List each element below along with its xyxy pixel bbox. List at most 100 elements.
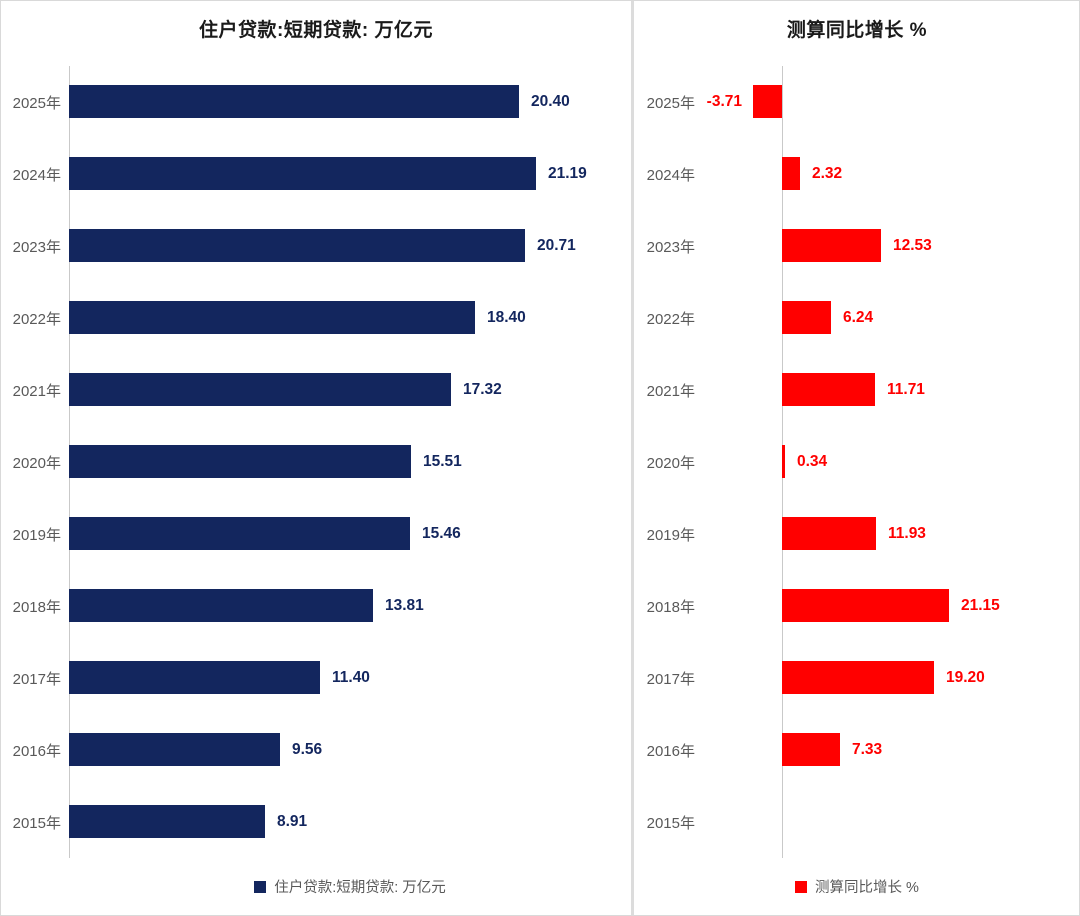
right-chart-legend: 测算同比增长 % <box>634 858 1079 915</box>
bar-row: 2017年 19.20 <box>634 642 1079 714</box>
bar-row: 2018年 21.15 <box>634 570 1079 642</box>
data-bar <box>782 589 949 622</box>
bar-row: 2023年 20.71 <box>1 210 631 282</box>
value-label: 2.32 <box>812 165 843 182</box>
right-chart-title: 测算同比增长 % <box>786 20 928 41</box>
data-bar <box>782 445 785 478</box>
bar-row: 2023年 12.53 <box>634 210 1079 282</box>
category-label: 2016年 <box>646 742 695 760</box>
category-label: 2018年 <box>646 598 695 616</box>
value-label: 13.81 <box>385 597 424 614</box>
value-label: 17.32 <box>463 381 502 398</box>
category-label: 2023年 <box>646 238 695 256</box>
left-chart-panel: 住户贷款:短期贷款: 万亿元 2025年 20.40 2024年 21.19 2023年… <box>1 1 631 915</box>
data-bar <box>69 157 536 190</box>
left-chart-plot: 2025年 20.40 2024年 21.19 2023年 20.71 2022年 18.40… <box>1 66 631 858</box>
value-label: 6.24 <box>843 309 874 326</box>
category-label: 2021年 <box>646 382 695 400</box>
data-bar <box>753 85 782 118</box>
category-label: 2015年 <box>646 814 695 832</box>
data-bar <box>69 445 411 478</box>
right-legend-label: 测算同比增长 % <box>815 880 919 896</box>
category-label: 2018年 <box>12 598 61 616</box>
data-bar <box>782 661 934 694</box>
category-label: 2023年 <box>12 238 61 256</box>
panel-divider <box>631 1 634 915</box>
value-label: 21.15 <box>961 597 1000 614</box>
bar-row: 2018年 13.81 <box>1 570 631 642</box>
value-label: 20.40 <box>531 93 570 110</box>
bar-row: 2016年 9.56 <box>1 714 631 786</box>
right-chart-panel: 测算同比增长 % 2025年 -3.71 2024年 2.32 2023年 12.53 20… <box>634 1 1079 915</box>
category-label: 2022年 <box>12 310 61 328</box>
data-bar <box>69 517 410 550</box>
bar-row: 2020年 15.51 <box>1 426 631 498</box>
right-legend-swatch-icon <box>795 880 808 893</box>
bar-row: 2024年 2.32 <box>634 138 1079 210</box>
bar-row: 2015年 8.91 <box>1 786 631 858</box>
category-label: 2020年 <box>12 454 61 472</box>
category-label: 2017年 <box>12 670 61 688</box>
bar-row: 2022年 18.40 <box>1 282 631 354</box>
category-label: 2015年 <box>12 814 61 832</box>
category-label: 2016年 <box>12 742 61 760</box>
bar-row: 2025年 -3.71 <box>634 66 1079 138</box>
data-bar <box>782 301 831 334</box>
category-label: 2025年 <box>12 94 61 112</box>
bar-row: 2017年 11.40 <box>1 642 631 714</box>
category-label: 2021年 <box>12 382 61 400</box>
right-chart-plot: 2025年 -3.71 2024年 2.32 2023年 12.53 2022年 6.24 20… <box>634 66 1079 858</box>
data-bar <box>69 373 451 406</box>
bar-row: 2015年 <box>634 786 1079 858</box>
value-label: 15.51 <box>423 453 462 470</box>
data-bar <box>69 733 280 766</box>
data-bar <box>782 157 800 190</box>
value-label: 21.19 <box>548 165 587 182</box>
data-bar <box>69 85 519 118</box>
category-label: 2024年 <box>646 166 695 184</box>
data-bar <box>782 733 840 766</box>
category-label: 2024年 <box>12 166 61 184</box>
value-label: 7.33 <box>852 741 883 758</box>
data-bar <box>69 229 525 262</box>
category-label: 2020年 <box>646 454 695 472</box>
left-chart-legend: 住户贷款:短期贷款: 万亿元 <box>1 858 631 915</box>
category-label: 2019年 <box>12 526 61 544</box>
value-label: 11.93 <box>888 525 926 542</box>
category-label: 2022年 <box>646 310 695 328</box>
value-label: 18.40 <box>487 309 526 326</box>
value-label: 12.53 <box>893 237 932 254</box>
value-label: 8.91 <box>277 813 308 830</box>
data-bar <box>69 805 265 838</box>
bar-row: 2021年 11.71 <box>634 354 1079 426</box>
data-bar <box>782 517 876 550</box>
bar-row: 2022年 6.24 <box>634 282 1079 354</box>
value-label: 0.34 <box>797 453 828 470</box>
left-chart-title: 住户贷款:短期贷款: 万亿元 <box>199 20 433 41</box>
bar-row: 2019年 15.46 <box>1 498 631 570</box>
value-label: 19.20 <box>946 669 985 686</box>
value-label: 9.56 <box>292 741 323 758</box>
bar-row: 2019年 11.93 <box>634 498 1079 570</box>
bar-row: 2020年 0.34 <box>634 426 1079 498</box>
data-bar <box>69 301 475 334</box>
value-label: 11.40 <box>332 669 370 686</box>
value-label: -3.71 <box>706 93 742 110</box>
data-bar <box>782 229 881 262</box>
category-label: 2019年 <box>646 526 695 544</box>
value-label: 20.71 <box>537 237 576 254</box>
bar-row: 2016年 7.33 <box>634 714 1079 786</box>
value-label: 15.46 <box>422 525 461 542</box>
category-label: 2025年 <box>646 94 695 112</box>
bar-row: 2025年 20.40 <box>1 66 631 138</box>
data-bar <box>69 661 320 694</box>
bar-row: 2021年 17.32 <box>1 354 631 426</box>
bar-row: 2024年 21.19 <box>1 138 631 210</box>
value-label: 11.71 <box>887 381 925 398</box>
category-label: 2017年 <box>646 670 695 688</box>
data-bar <box>69 589 373 622</box>
left-legend-swatch-icon <box>254 880 267 893</box>
left-legend-label: 住户贷款:短期贷款: 万亿元 <box>274 880 446 896</box>
data-bar <box>782 373 875 406</box>
